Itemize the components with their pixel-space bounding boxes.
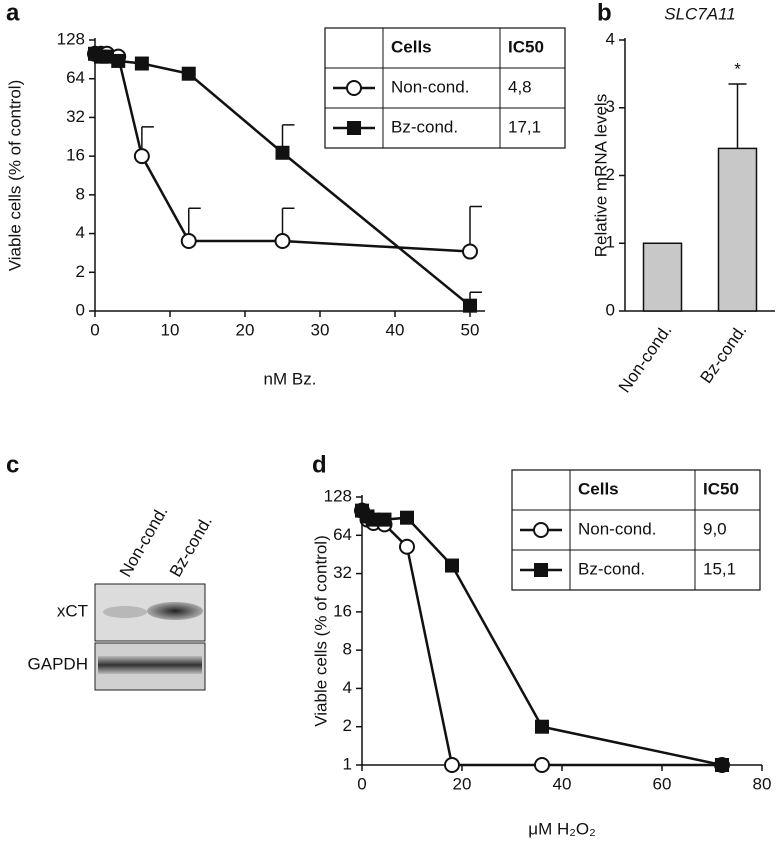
blot-row-label: GAPDH — [28, 654, 88, 673]
panel-letter: d — [312, 451, 327, 478]
marker — [400, 510, 414, 525]
marker — [274, 233, 291, 250]
x-tick-label: 0 — [90, 320, 99, 339]
y-tick-label: 32 — [66, 107, 85, 126]
panel-letter: a — [6, 0, 20, 26]
table-ic50: 4,8 — [508, 77, 532, 96]
band — [98, 656, 202, 674]
legend-label: Non-cond. — [578, 519, 656, 538]
marker — [366, 512, 381, 527]
legend-marker — [347, 121, 361, 135]
table-ic50: 15,1 — [703, 559, 736, 578]
y-tick-label: 4 — [76, 223, 85, 242]
y-tick-label: 64 — [333, 525, 352, 544]
blot: xCT GAPDH Non-cond. Bz-cond. c — [6, 451, 216, 691]
legend-marker — [346, 80, 362, 96]
chart-title: SLC7A11 — [664, 4, 736, 23]
table-header: IC50 — [703, 479, 739, 498]
annotation: * — [734, 60, 741, 79]
marker — [134, 56, 149, 71]
y-tick-label: 1 — [343, 754, 352, 773]
marker — [377, 512, 392, 527]
y-tick-label: 2 — [343, 716, 352, 735]
table-header: Cells — [391, 37, 432, 56]
table-ic50: 17,1 — [508, 117, 541, 136]
bar — [717, 147, 758, 312]
legend-label: Bz-cond. — [578, 559, 645, 578]
marker — [534, 757, 550, 773]
y-tick-label: 2 — [606, 165, 615, 184]
panel-letter: b — [597, 0, 612, 26]
x-tick-label: Bz-cond. — [696, 321, 750, 387]
y-axis-label: Viable cells (% of control) — [311, 535, 330, 727]
marker — [445, 558, 459, 573]
marker — [535, 719, 549, 734]
marker — [444, 757, 460, 773]
table-ic50: 9,0 — [703, 519, 727, 538]
y-axis-label: Viable cells (% of control) — [5, 80, 24, 272]
panel-letter: c — [6, 451, 19, 478]
marker — [180, 233, 197, 250]
x-tick-label: Non-cond. — [615, 321, 676, 396]
blot-column-label: Non-cond. — [116, 503, 172, 580]
x-tick-label: 20 — [453, 774, 472, 793]
marker — [463, 298, 477, 313]
table-header: IC50 — [508, 37, 544, 56]
x-tick-label: 40 — [386, 320, 405, 339]
y-tick-label: 8 — [343, 640, 352, 659]
legend-label: Non-cond. — [391, 77, 469, 96]
y-tick-label: 1 — [606, 233, 615, 252]
x-axis-label: nM Bz. — [264, 369, 317, 388]
error-bar — [728, 83, 747, 149]
legend-label: Bz-cond. — [391, 117, 458, 136]
y-tick-label: 3 — [606, 97, 615, 116]
band — [103, 606, 147, 618]
x-tick-label: 50 — [461, 320, 480, 339]
marker — [133, 148, 150, 165]
marker — [715, 758, 729, 772]
y-tick-label: 128 — [324, 486, 352, 505]
x-tick-label: 30 — [311, 320, 330, 339]
y-tick-label: 8 — [76, 184, 85, 203]
y-tick-label: 4 — [606, 29, 615, 48]
y-tick-label: 128 — [57, 29, 85, 48]
table-header: Cells — [578, 479, 619, 498]
y-tick-label: 2 — [76, 262, 85, 281]
y-tick-label: 16 — [66, 146, 85, 165]
x-tick-label: 20 — [236, 320, 255, 339]
x-axis-label: μM H₂O₂ — [528, 819, 595, 838]
legend-marker — [533, 522, 549, 538]
legend-marker — [534, 563, 548, 577]
marker — [462, 243, 478, 260]
bar — [642, 242, 683, 312]
y-tick-label: 0 — [76, 300, 85, 319]
x-tick-label: 80 — [753, 774, 772, 793]
band — [147, 602, 203, 620]
y-axis-label: Relative mRNA levels — [591, 94, 610, 257]
blot-row-label: xCT — [57, 601, 88, 620]
marker — [111, 53, 126, 68]
y-tick-label: 4 — [343, 678, 352, 697]
y-tick-label: 0 — [606, 300, 615, 319]
marker — [275, 145, 290, 160]
marker — [181, 66, 196, 81]
y-tick-label: 64 — [66, 68, 85, 87]
x-tick-label: 40 — [553, 774, 572, 793]
y-tick-label: 32 — [333, 563, 352, 582]
x-tick-label: 10 — [161, 320, 180, 339]
marker — [100, 49, 114, 64]
x-tick-label: 60 — [653, 774, 672, 793]
x-tick-label: 0 — [357, 774, 366, 793]
blot-column-label: Bz-cond. — [166, 513, 216, 581]
y-tick-label: 16 — [333, 601, 352, 620]
marker — [399, 538, 415, 555]
